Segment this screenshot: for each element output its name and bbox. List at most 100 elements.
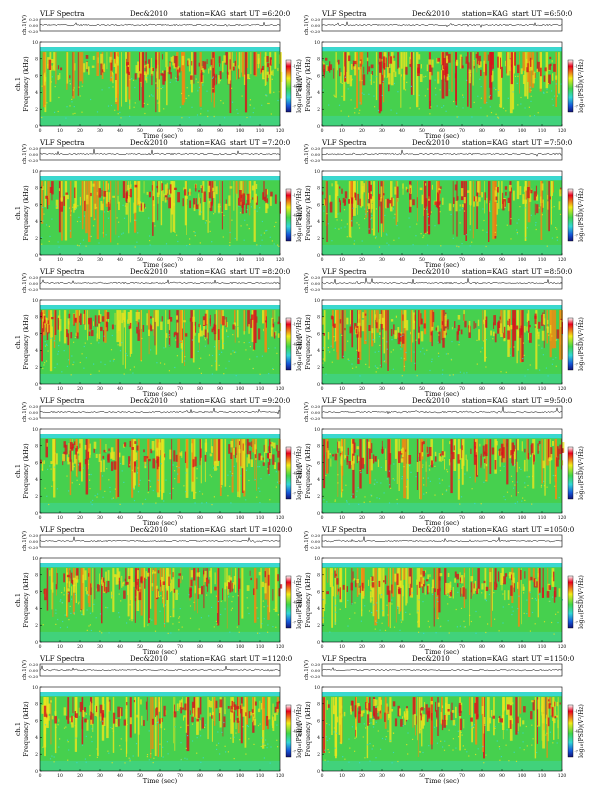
sferic-streak [169,568,171,581]
noise-speckle [110,726,112,729]
noise-speckle [151,619,153,621]
noise-speckle [337,213,339,215]
emission-patch [166,182,168,194]
emission-patch [253,588,255,595]
noise-speckle [230,737,232,739]
panel-date: Dec&2010 [412,268,450,276]
time-tick-label: 80 [197,644,203,650]
sferic-streak [534,697,537,759]
sferic-streak [162,439,165,493]
noise-speckle [383,492,385,494]
emission-patch [536,329,539,334]
noise-speckle [418,620,420,622]
cutoff-region [322,429,562,435]
emission-patch [41,186,44,190]
waveform-axis-label: ch.1(V) [21,402,28,422]
noise-speckle [373,95,375,97]
time-tick-label: 70 [177,128,183,134]
noise-speckle [233,465,235,467]
noise-speckle [247,725,249,728]
noise-speckle [198,628,200,630]
emission-patch [468,69,472,73]
noise-speckle [129,619,131,621]
sferic-streak [512,310,515,357]
emission-patch [527,187,530,199]
low-freq-band [40,502,280,513]
noise-speckle [223,214,225,217]
sferic-streak [365,181,367,218]
noise-speckle [386,478,388,480]
emission-patch [537,573,539,578]
emission-patch [516,461,518,473]
emission-patch [431,587,433,594]
emission-patch [422,714,426,726]
emission-patch [435,701,437,712]
noise-speckle [247,607,249,609]
noise-speckle [276,724,278,726]
sferic-streak [494,439,497,474]
sferic-streak [244,52,248,113]
emission-patch [500,573,503,585]
freq-tick-label: 10 [314,169,320,175]
emission-patch [431,326,434,331]
emission-patch [203,320,206,325]
emission-patch [106,312,110,319]
sferic-streak [549,439,551,484]
sferic-streak [158,52,161,113]
noise-speckle [265,739,267,741]
time-tick-label: 40 [399,515,405,521]
emission-patch [125,203,128,215]
noise-speckle [502,593,504,595]
time-tick-label: 80 [479,386,485,392]
noise-speckle [220,613,222,616]
emission-patch [431,579,435,589]
noise-speckle [505,110,507,112]
noise-speckle [260,234,262,236]
noise-speckle [196,752,198,754]
noise-speckle [42,624,44,626]
emission-patch [478,197,481,202]
panel-start-time: start UT =8:20:0 [230,268,290,276]
emission-patch [346,586,348,592]
noise-speckle [57,241,59,243]
noise-speckle [60,599,62,601]
noise-speckle [326,501,328,503]
time-tick-label: 0 [321,515,324,521]
emission-patch [209,453,213,457]
emission-patch [277,574,279,582]
noise-speckle [495,113,497,115]
noise-speckle [139,206,141,208]
noise-speckle [391,339,393,341]
emission-patch [355,580,357,588]
waveform-axis-label: ch.1(V) [303,531,310,551]
time-tick-label: 30 [379,386,385,392]
noise-speckle [510,475,513,477]
emission-patch [481,192,483,198]
noise-speckle [425,75,427,77]
time-tick-label: 0 [39,257,42,263]
noise-speckle [90,501,92,503]
noise-speckle [208,354,211,356]
emission-patch [383,63,386,75]
cyan-band [322,176,562,181]
sferic-streak [150,568,152,609]
noise-speckle [229,471,231,473]
noise-speckle [44,724,47,726]
noise-speckle [344,758,346,760]
emission-patch [136,326,138,334]
noise-speckle [218,212,220,214]
emission-patch [499,323,502,334]
freq-channel-label: ch.1 [296,722,304,736]
noise-speckle [88,625,90,627]
noise-speckle [517,104,519,106]
noise-speckle [536,751,538,754]
emission-patch [505,191,507,196]
noise-speckle [541,347,543,349]
emission-patch [109,199,111,210]
emission-patch [456,59,459,66]
sferic-streak [81,439,83,482]
emission-patch [215,186,218,195]
emission-patch [228,444,231,454]
emission-patch [81,720,83,729]
sferic-streak [163,568,165,608]
